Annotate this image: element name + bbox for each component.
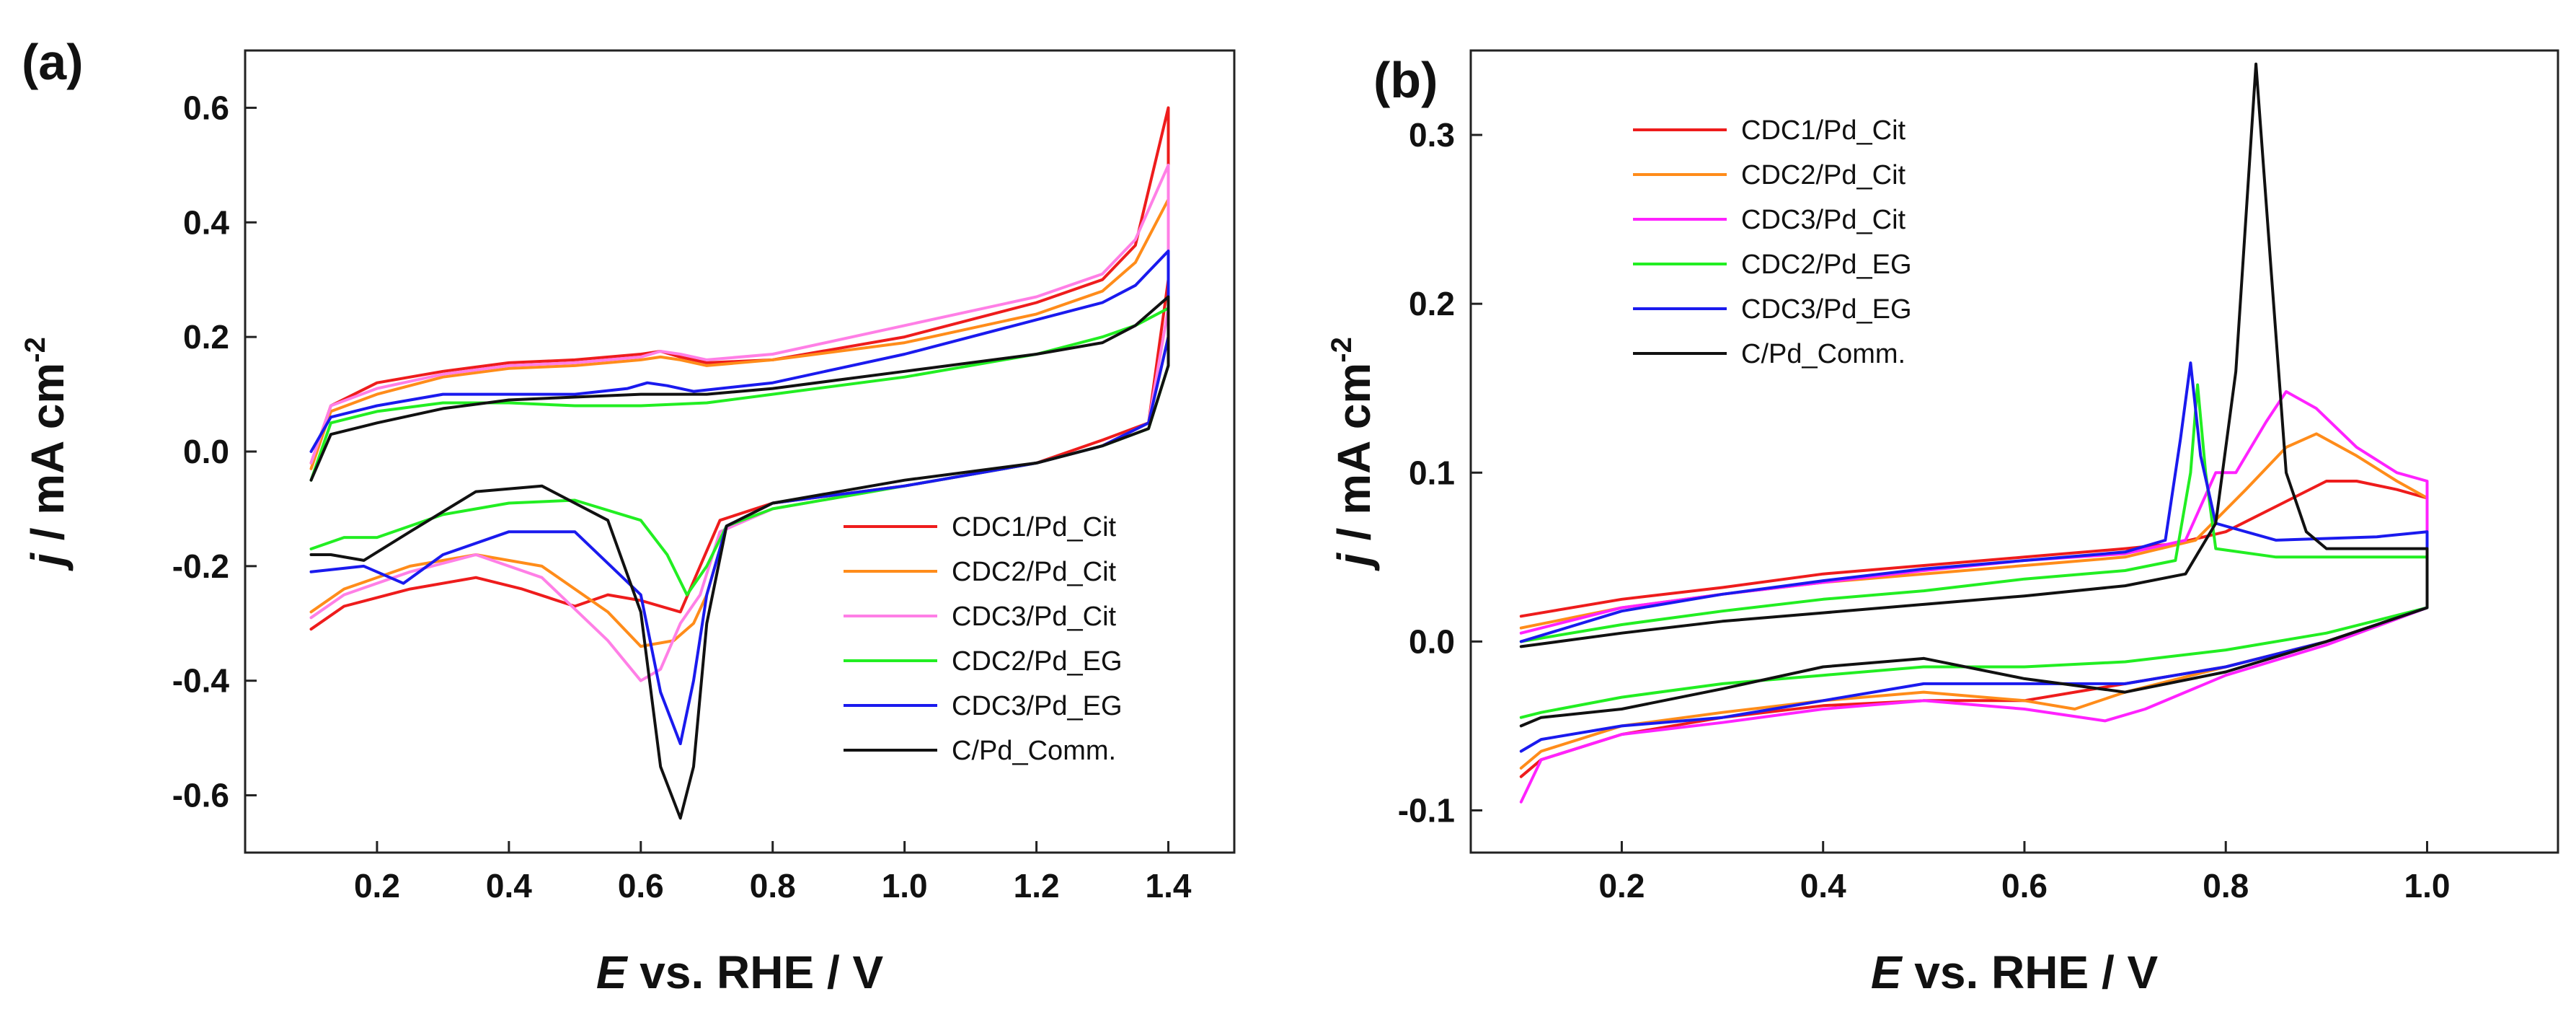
y-tick-label: 0.3 <box>1409 116 1455 154</box>
legend-entry: CDC3/Pd_EG <box>1741 294 1912 325</box>
y-tick-label: -0.6 <box>172 777 229 814</box>
y-tick-label: 0.0 <box>183 433 229 470</box>
x-tick-label: 0.8 <box>750 867 796 905</box>
y-tick-label: 0.2 <box>183 318 229 356</box>
x-tick-label: 0.8 <box>2203 867 2249 905</box>
legend-entry: CDC2/Pd_EG <box>952 646 1123 677</box>
x-tick-label: 0.6 <box>618 867 664 905</box>
legend-entry: CDC3/Pd_Cit <box>952 602 1117 632</box>
panel-label: (b) <box>1373 52 1438 108</box>
series-line-0 <box>309 106 1170 631</box>
legend-entry: CDC2/Pd_Cit <box>1741 160 1906 190</box>
x-tick-label: 0.4 <box>1800 867 1846 905</box>
y-tick-label: 0.4 <box>183 203 229 241</box>
y-axis-title: j / mA cm-2 <box>1326 337 1380 571</box>
x-tick-label: 1.4 <box>1146 867 1192 905</box>
plot-frame <box>1469 49 2559 854</box>
legend: CDC1/Pd_Cit CDC2/Pd_Cit CDC3/Pd_Cit CDC2/Pd… <box>844 512 1123 766</box>
x-tick-label: 1.0 <box>2404 867 2451 905</box>
y-tick-label: 0.2 <box>1409 285 1455 322</box>
x-axis-title: E vs. RHE / V <box>1871 946 2159 998</box>
y-tick-label: 0.1 <box>1409 454 1455 491</box>
series-line-4 <box>309 250 1170 746</box>
legend-entry: C/Pd_Comm. <box>1741 339 1906 369</box>
y-tick-label: -0.1 <box>1398 791 1455 829</box>
legend-entry: CDC3/Pd_Cit <box>1741 205 1906 235</box>
y-tick-label: -0.2 <box>172 547 229 585</box>
x-tick-label: 0.2 <box>1598 867 1645 905</box>
y-axis-title: j / mA cm-2 <box>19 337 74 571</box>
legend-entry: CDC2/Pd_EG <box>1741 250 1912 280</box>
legend-entry: CDC3/Pd_EG <box>952 691 1123 721</box>
x-tick-label: 1.2 <box>1014 867 1060 905</box>
series-line-5 <box>309 295 1170 820</box>
x-tick-label: 0.4 <box>486 867 532 905</box>
series-line-2 <box>1519 390 2429 804</box>
y-tick-label: 0.6 <box>183 89 229 126</box>
legend-entry: CDC1/Pd_Cit <box>1741 115 1906 146</box>
panel-label: (a) <box>22 34 84 90</box>
legend-entry: C/Pd_Comm. <box>952 736 1116 766</box>
legend-entry: CDC1/Pd_Cit <box>952 512 1117 542</box>
y-tick-label: -0.4 <box>172 662 230 700</box>
series-line-5 <box>1519 62 2429 728</box>
series-line-3 <box>1519 383 2429 719</box>
legend: CDC1/Pd_Cit CDC2/Pd_Cit CDC3/Pd_Cit CDC2/Pd… <box>1633 115 1912 369</box>
x-tick-label: 0.2 <box>354 867 400 905</box>
x-axis-title: E vs. RHE / V <box>596 946 884 998</box>
legend-entry: CDC2/Pd_Cit <box>952 557 1117 587</box>
series-line-3 <box>309 307 1170 597</box>
y-tick-label: 0.0 <box>1409 622 1455 660</box>
chart-panel-a: 0.2 0.4 0.6 0.8 1.0 1.2 1.4 -0.6 -0.4 -0.2 0.0 0.2 0… <box>19 34 1236 998</box>
chart-panel-b: 0.2 0.4 0.6 0.8 1.0 -0.1 0.0 0.1 0.2 0.3 (b) E vs. … <box>1326 49 2559 998</box>
x-tick-label: 0.6 <box>2001 867 2048 905</box>
x-tick-label: 1.0 <box>882 867 928 905</box>
series-line-0 <box>1519 480 2429 778</box>
series-line-4 <box>1519 361 2429 753</box>
